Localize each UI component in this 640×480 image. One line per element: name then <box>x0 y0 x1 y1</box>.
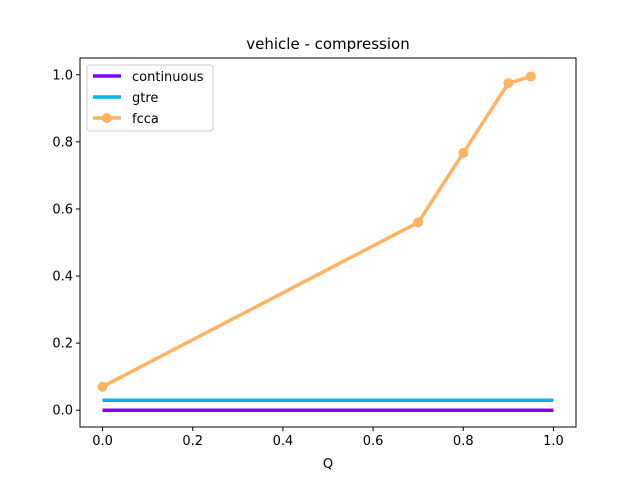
y-tick-label: 0.0 <box>52 404 73 419</box>
legend: continuous gtre fcca <box>86 64 214 132</box>
y-tick-label: 0.6 <box>52 202 73 217</box>
legend-label-fcca: fcca <box>132 112 159 127</box>
x-tick-label: 0.2 <box>182 434 203 449</box>
y-tick-label: 1.0 <box>52 68 73 83</box>
data-point-fcca <box>413 217 424 228</box>
y-tick-label: 0.4 <box>52 270 73 285</box>
x-tick-label: 0.4 <box>273 434 294 449</box>
plot-area <box>97 71 554 412</box>
legend-marker-fcca <box>102 113 112 123</box>
y-tick-label: 0.2 <box>52 337 73 352</box>
data-point-fcca <box>97 381 108 392</box>
x-axis-label: Q <box>323 457 333 472</box>
data-point-fcca <box>503 78 514 89</box>
y-tick-label: 0.8 <box>52 135 73 150</box>
plot-frame <box>79 57 577 428</box>
data-point-fcca <box>458 147 469 158</box>
x-tick-label: 0.8 <box>453 434 474 449</box>
x-tick-label: 0.6 <box>363 434 384 449</box>
legend-label-gtre: gtre <box>132 91 158 106</box>
chart-title: vehicle - compression <box>246 35 409 53</box>
data-point-fcca <box>525 71 536 82</box>
x-tick-label: 0.0 <box>92 434 113 449</box>
legend-label-continuous: continuous <box>132 70 204 85</box>
x-tick-label: 1.0 <box>543 434 564 449</box>
legend-box <box>86 64 214 132</box>
axis-ticks: 0.0 0.2 0.4 0.6 0.8 1.0 0.0 0.2 0.4 0.6 0.8 1.0 <box>52 68 563 449</box>
